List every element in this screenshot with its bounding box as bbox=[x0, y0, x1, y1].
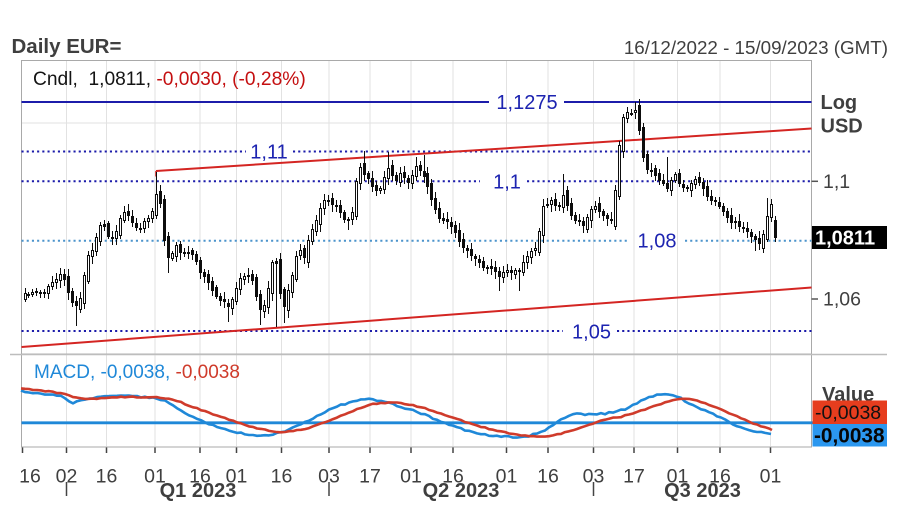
svg-text:02: 02 bbox=[56, 466, 78, 488]
svg-text:16: 16 bbox=[271, 466, 293, 488]
svg-text:01: 01 bbox=[760, 466, 782, 488]
svg-text:1,05: 1,05 bbox=[572, 322, 611, 344]
svg-text:03: 03 bbox=[583, 466, 605, 488]
svg-text:Q2 2023: Q2 2023 bbox=[423, 480, 500, 502]
svg-text:01: 01 bbox=[667, 466, 689, 488]
svg-text:16: 16 bbox=[709, 466, 731, 488]
svg-text:03: 03 bbox=[318, 466, 340, 488]
svg-text:-0,0038: -0,0038 bbox=[815, 402, 881, 424]
svg-text:01: 01 bbox=[496, 466, 518, 488]
svg-text:16: 16 bbox=[96, 466, 118, 488]
svg-text:17: 17 bbox=[623, 466, 645, 488]
svg-text:USD: USD bbox=[821, 116, 863, 138]
svg-text:17: 17 bbox=[359, 466, 381, 488]
svg-text:1,0811: 1,0811 bbox=[815, 228, 875, 250]
svg-text:01: 01 bbox=[226, 466, 248, 488]
svg-text:Cndl, 1,0811, -0,0030, (-0,28: Cndl, 1,0811, -0,0030, (-0,28%) bbox=[33, 69, 306, 90]
svg-text:01: 01 bbox=[144, 466, 166, 488]
svg-text:1,11: 1,11 bbox=[250, 142, 287, 164]
svg-text:01: 01 bbox=[400, 466, 422, 488]
svg-text:16: 16 bbox=[442, 466, 464, 488]
svg-text:16/12/2022 - 15/09/2023 (GMT): 16/12/2022 - 15/09/2023 (GMT) bbox=[624, 37, 888, 58]
svg-text:Q1 2023: Q1 2023 bbox=[160, 480, 237, 502]
svg-text:-0,0038: -0,0038 bbox=[814, 425, 885, 448]
svg-text:Q3 2023: Q3 2023 bbox=[664, 480, 741, 502]
svg-text:1,08: 1,08 bbox=[638, 231, 677, 253]
svg-text:1,1: 1,1 bbox=[823, 171, 850, 193]
svg-text:Daily EUR=: Daily EUR= bbox=[12, 35, 122, 58]
svg-text:Log: Log bbox=[821, 92, 858, 114]
svg-text:16: 16 bbox=[537, 466, 559, 488]
svg-text:1,1: 1,1 bbox=[493, 171, 521, 193]
svg-text:1,06: 1,06 bbox=[823, 289, 861, 311]
svg-text:MACD, -0,0038, -0,0038: MACD, -0,0038, -0,0038 bbox=[34, 362, 240, 383]
svg-text:16: 16 bbox=[189, 466, 211, 488]
svg-text:1,1275: 1,1275 bbox=[496, 92, 557, 114]
svg-text:16: 16 bbox=[19, 466, 41, 488]
